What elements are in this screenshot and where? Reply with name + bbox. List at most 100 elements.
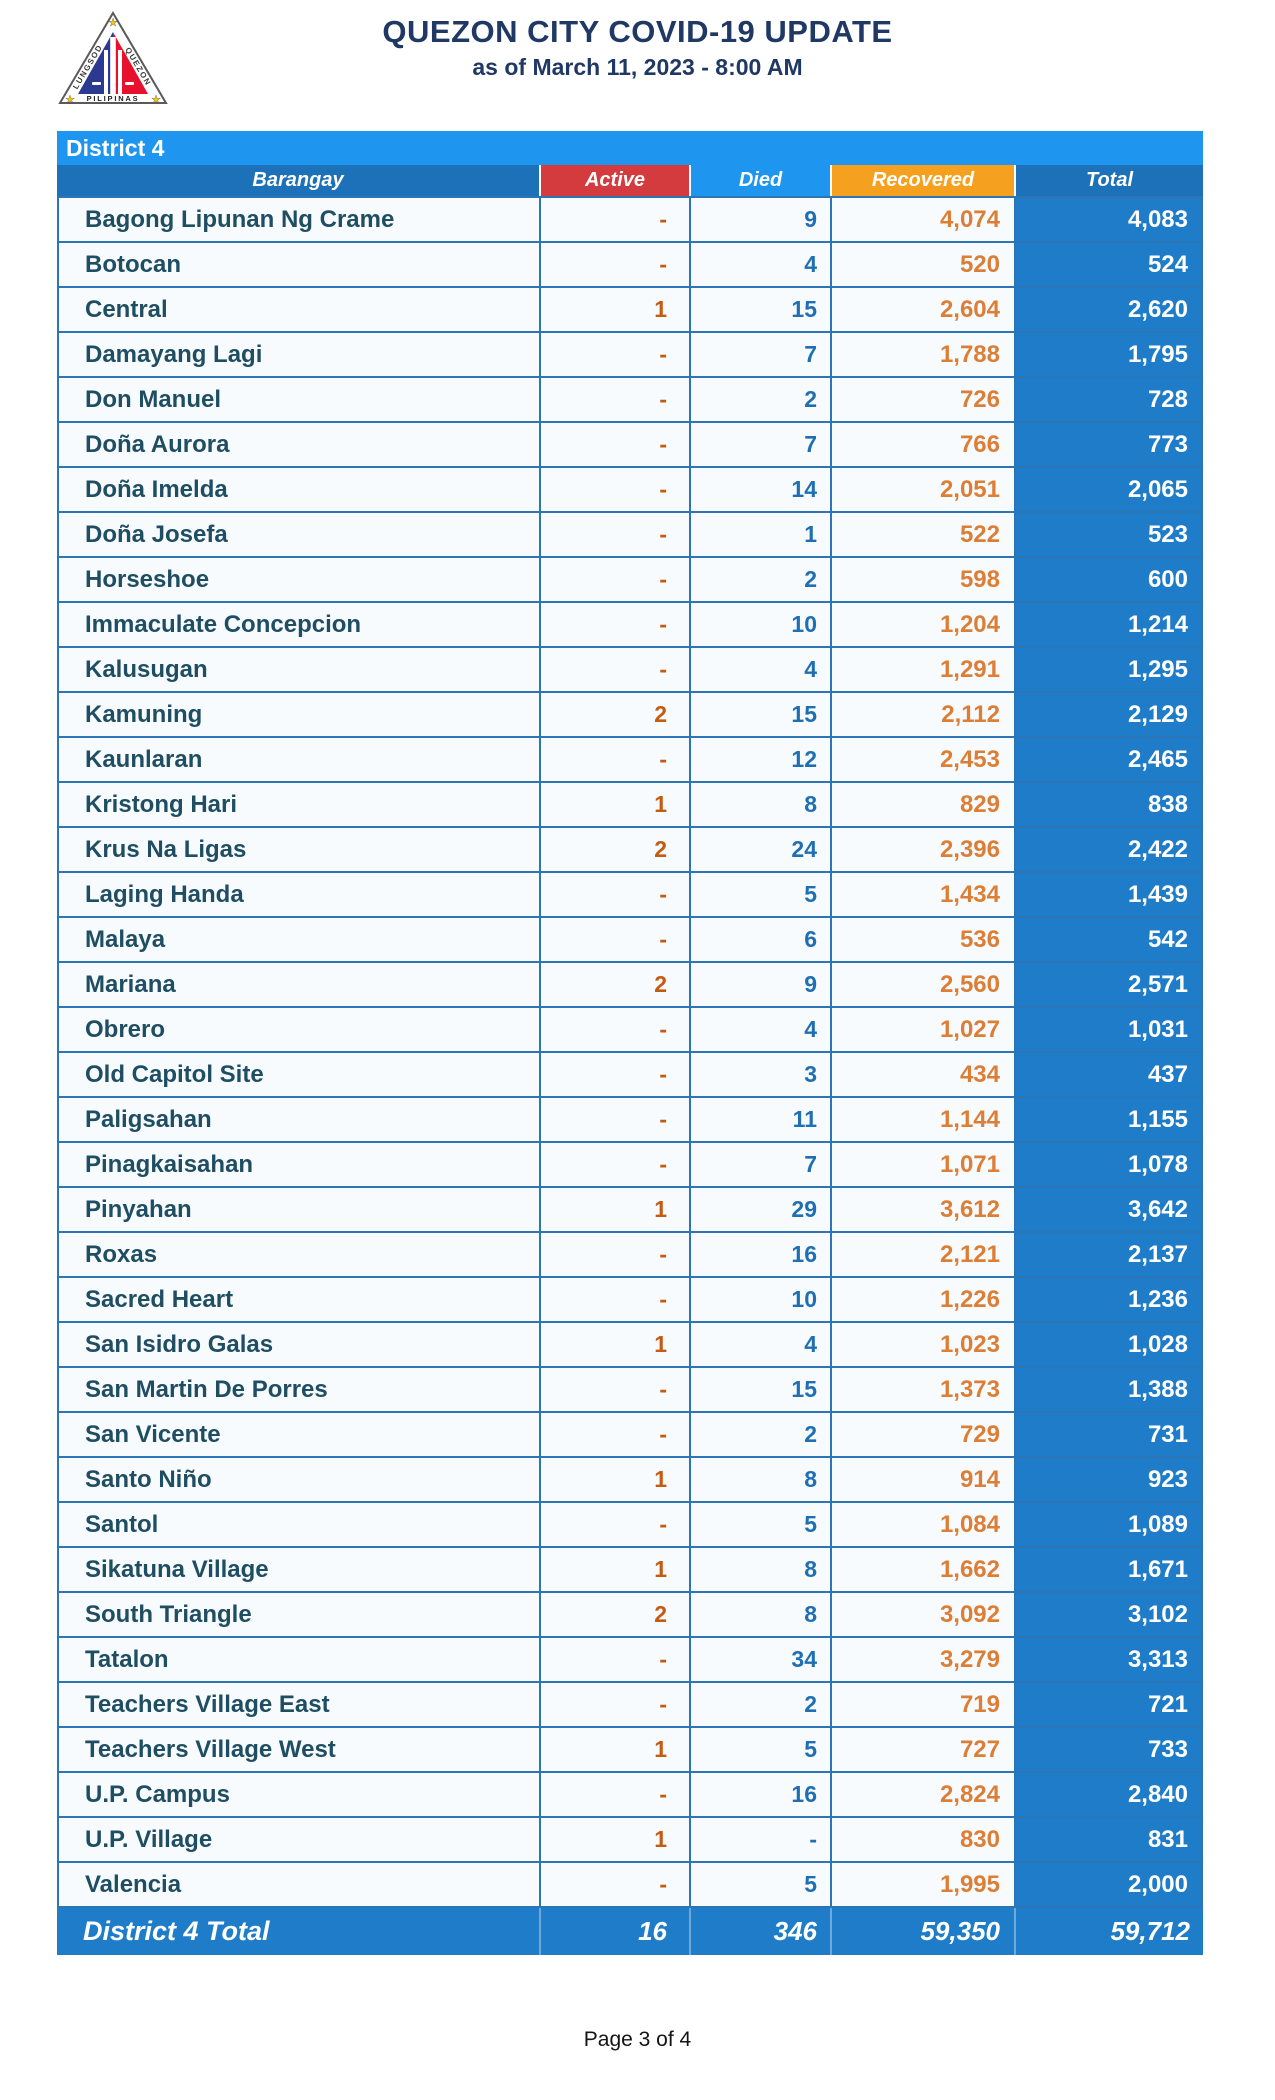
table-row: Kamuning 2 15 2,112 2,129 (59, 693, 1201, 738)
died-value: 6 (691, 918, 832, 961)
active-value: - (541, 1773, 691, 1816)
seal-monument-left (104, 50, 108, 94)
recovered-value: 3,612 (832, 1188, 1016, 1231)
total-value: 2,065 (1016, 468, 1201, 511)
active-value: - (541, 1413, 691, 1456)
recovered-value: 522 (832, 513, 1016, 556)
active-value: - (541, 918, 691, 961)
active-value: - (541, 468, 691, 511)
column-header-total: Total (1016, 165, 1203, 196)
active-value: - (541, 603, 691, 646)
active-value: - (541, 1143, 691, 1186)
table-row: Sikatuna Village 1 8 1,662 1,671 (59, 1548, 1201, 1593)
barangay-name: Bagong Lipunan Ng Crame (59, 198, 541, 241)
table-row: Doña Josefa - 1 522 523 (59, 513, 1201, 558)
table-row: Botocan - 4 520 524 (59, 243, 1201, 288)
active-value: 2 (541, 1593, 691, 1636)
table-row: Don Manuel - 2 726 728 (59, 378, 1201, 423)
barangay-name: Kaunlaran (59, 738, 541, 781)
barangay-name: Teachers Village East (59, 1683, 541, 1726)
recovered-value: 536 (832, 918, 1016, 961)
died-value: 4 (691, 243, 832, 286)
died-value: 9 (691, 963, 832, 1006)
recovered-value: 1,373 (832, 1368, 1016, 1411)
died-value: 8 (691, 783, 832, 826)
recovered-value: 829 (832, 783, 1016, 826)
active-value: 1 (541, 1548, 691, 1591)
district-banner: District 4 (57, 131, 1203, 165)
recovered-value: 2,824 (832, 1773, 1016, 1816)
died-value: 4 (691, 648, 832, 691)
barangay-name: Laging Handa (59, 873, 541, 916)
table-row: Santo Niño 1 8 914 923 (59, 1458, 1201, 1503)
barangay-name: Santol (59, 1503, 541, 1546)
barangay-name: San Vicente (59, 1413, 541, 1456)
total-value: 728 (1016, 378, 1201, 421)
active-value: - (541, 1278, 691, 1321)
recovered-value: 1,023 (832, 1323, 1016, 1366)
recovered-value: 1,662 (832, 1548, 1016, 1591)
table-row: Pinagkaisahan - 7 1,071 1,078 (59, 1143, 1201, 1188)
column-header-barangay: Barangay (57, 165, 541, 196)
table-row: Krus Na Ligas 2 24 2,396 2,422 (59, 828, 1201, 873)
seal-gear-icon (125, 82, 134, 85)
died-value: 15 (691, 693, 832, 736)
active-value: - (541, 648, 691, 691)
recovered-value: 1,434 (832, 873, 1016, 916)
total-value: 1,078 (1016, 1143, 1201, 1186)
total-value: 721 (1016, 1683, 1201, 1726)
active-value: - (541, 333, 691, 376)
total-value: 733 (1016, 1728, 1201, 1771)
total-row-died: 346 (691, 1908, 832, 1955)
active-value: 1 (541, 1188, 691, 1231)
recovered-value: 2,112 (832, 693, 1016, 736)
table-row: Doña Aurora - 7 766 773 (59, 423, 1201, 468)
active-value: - (541, 1683, 691, 1726)
table-row: San Isidro Galas 1 4 1,023 1,028 (59, 1323, 1201, 1368)
active-value: 1 (541, 1323, 691, 1366)
total-value: 923 (1016, 1458, 1201, 1501)
active-value: 1 (541, 1458, 691, 1501)
barangay-name: Kamuning (59, 693, 541, 736)
total-value: 4,083 (1016, 198, 1201, 241)
recovered-value: 1,291 (832, 648, 1016, 691)
active-value: 1 (541, 1728, 691, 1771)
died-value: 34 (691, 1638, 832, 1681)
seal-boat-icon (92, 82, 101, 85)
table-row: San Vicente - 2 729 731 (59, 1413, 1201, 1458)
total-value: 2,465 (1016, 738, 1201, 781)
active-value: - (541, 423, 691, 466)
barangay-name: Kalusugan (59, 648, 541, 691)
barangay-name: Krus Na Ligas (59, 828, 541, 871)
table-row: Kaunlaran - 12 2,453 2,465 (59, 738, 1201, 783)
quezon-city-seal-icon: ★ ★ ★ LUNGSOD QUEZON PILIPINAS (58, 11, 168, 106)
table-row: Santol - 5 1,084 1,089 (59, 1503, 1201, 1548)
total-value: 1,089 (1016, 1503, 1201, 1546)
table-row: Valencia - 5 1,995 2,000 (59, 1863, 1201, 1908)
recovered-value: 3,092 (832, 1593, 1016, 1636)
recovered-value: 2,560 (832, 963, 1016, 1006)
total-value: 1,031 (1016, 1008, 1201, 1051)
recovered-value: 1,144 (832, 1098, 1016, 1141)
total-value: 3,642 (1016, 1188, 1201, 1231)
seal-bottom-text: PILIPINAS (87, 94, 140, 103)
total-row-label: District 4 Total (57, 1908, 541, 1955)
recovered-value: 434 (832, 1053, 1016, 1096)
barangay-name: Mariana (59, 963, 541, 1006)
total-value: 1,028 (1016, 1323, 1201, 1366)
recovered-value: 1,084 (832, 1503, 1016, 1546)
total-value: 1,295 (1016, 648, 1201, 691)
page-title: QUEZON CITY COVID-19 UPDATE (382, 14, 893, 49)
barangay-name: Santo Niño (59, 1458, 541, 1501)
total-value: 523 (1016, 513, 1201, 556)
active-value: - (541, 558, 691, 601)
recovered-value: 4,074 (832, 198, 1016, 241)
total-value: 1,795 (1016, 333, 1201, 376)
column-header-died: Died (691, 165, 832, 196)
died-value: 4 (691, 1008, 832, 1051)
died-value: 2 (691, 1413, 832, 1456)
total-value: 3,102 (1016, 1593, 1201, 1636)
total-value: 437 (1016, 1053, 1201, 1096)
active-value: 2 (541, 693, 691, 736)
